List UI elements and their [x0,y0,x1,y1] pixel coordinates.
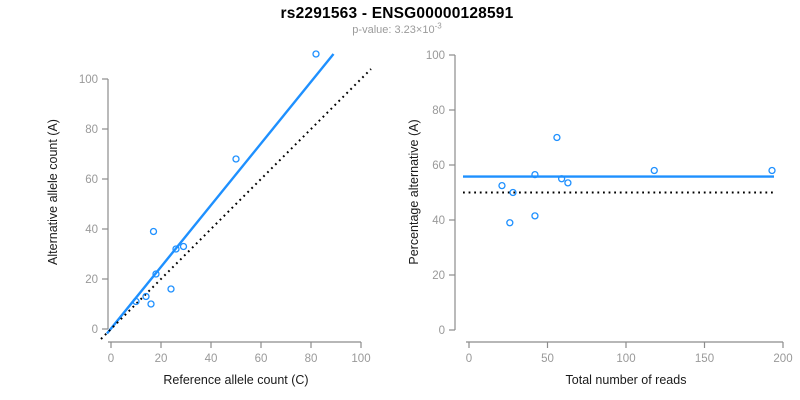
y-axis-title: Alternative allele count (A) [46,119,60,265]
x-tick-label: 80 [305,353,318,365]
data-point [509,188,517,197]
fit-line [106,53,335,335]
y-tick-label: 100 [426,50,445,62]
y-tick-label: 0 [439,325,445,337]
x-tick-label: 20 [155,353,168,365]
percentage-reads-scatter-panel: 0 20 40 60 80 100 0 50 100 150 200 Total number of … [407,50,793,387]
p-value-subtitle: p-value: 3.23×10-3 [0,21,794,36]
x-tick-label: 0 [108,353,114,365]
y-tick-label: 60 [85,174,98,186]
data-point [132,297,140,306]
y-tick-label: 20 [432,270,445,282]
y-tick-label: 20 [85,274,98,286]
data-point [564,179,572,187]
page-title: rs2291563 - ENSG00000128591 [280,5,514,22]
p-value-exponent: -3 [434,21,442,31]
p-value-text: p-value: 3.23×10 [352,24,435,36]
x-axis-title: Total number of reads [566,373,687,387]
x-tick-label: 40 [205,353,218,365]
x-tick-label: 200 [773,353,792,365]
data-point [553,133,561,142]
data-point [179,242,188,251]
x-tick-label: 100 [616,353,635,365]
data-point [498,181,506,190]
data-point [142,292,150,301]
y-tick-label: 40 [432,215,445,227]
y-tick-label: 60 [432,160,445,172]
data-point [506,219,514,227]
x-tick-label: 150 [695,353,714,365]
x-tick-label: 60 [255,353,268,365]
y-tick-label: 80 [432,105,445,117]
data-point [650,166,658,175]
data-point [152,270,160,278]
data-point [149,227,158,236]
data-point [232,155,240,163]
y-axis-title: Percentage alternative (A) [407,119,421,264]
y-tick-label: 0 [92,324,98,336]
x-tick-label: 50 [541,353,554,365]
allele-count-scatter-panel: 0 20 40 60 80 100 0 20 40 60 80 100 Reference allele… [46,50,372,387]
y-tick-label: 40 [85,224,98,236]
data-point [312,50,320,58]
data-point [531,212,539,220]
data-point [531,170,539,179]
data-point [167,285,175,293]
data-point [147,300,155,308]
data-point [768,166,776,175]
y-tick-label: 80 [85,124,98,136]
data-point [172,245,180,253]
identity-line [100,68,372,340]
data-point [557,175,566,183]
x-tick-label: 0 [466,353,472,365]
y-tick-label: 100 [79,74,98,86]
x-axis-title: Reference allele count (C) [163,373,308,387]
x-tick-label: 100 [351,353,370,365]
